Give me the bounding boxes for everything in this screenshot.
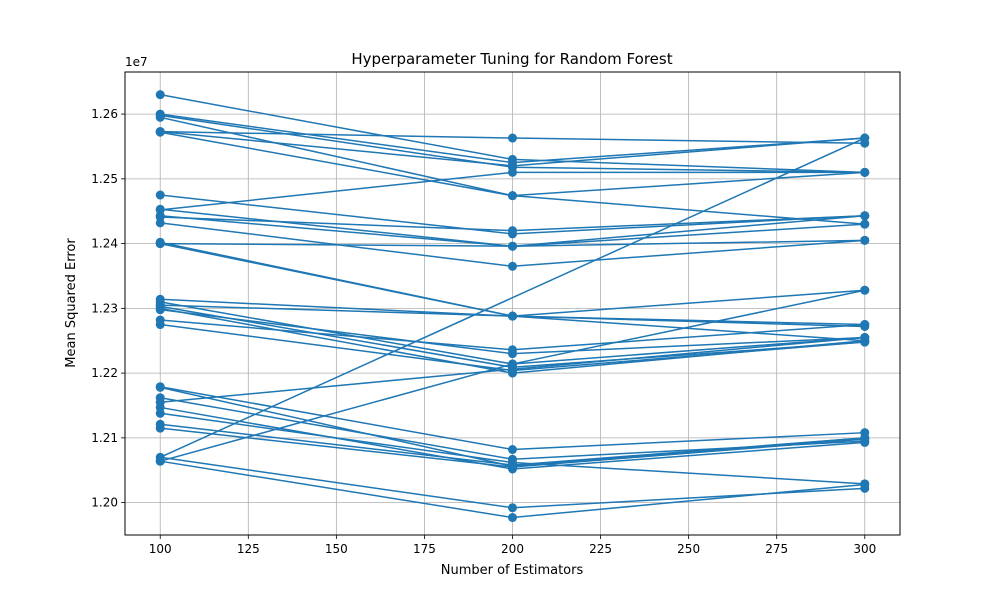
data-point [155, 408, 165, 418]
data-point [860, 211, 870, 221]
x-tick-label: 275 [765, 542, 788, 556]
data-point [860, 138, 870, 148]
data-point [508, 191, 517, 201]
data-point [508, 226, 517, 236]
x-tick-label: 125 [237, 542, 260, 556]
data-point [155, 305, 165, 315]
data-point [155, 90, 165, 100]
data-point [508, 345, 517, 355]
data-point [508, 133, 517, 143]
data-point [508, 311, 517, 321]
x-axis-ticks: 100 125 150 175 200 225 250 275 300 [149, 535, 876, 556]
x-tick-label: 300 [853, 542, 876, 556]
x-tick-label: 175 [413, 542, 436, 556]
y-axis-offset-label: 1e7 [125, 55, 148, 69]
y-tick-label: 1.21 [91, 431, 118, 445]
data-point [860, 332, 870, 342]
y-tick-label: 1.26 [91, 107, 118, 121]
data-points [155, 90, 870, 523]
data-point [860, 167, 870, 177]
cross-line-0 [159, 137, 866, 458]
x-tick-label: 200 [501, 542, 524, 556]
data-point [508, 503, 517, 513]
data-point [508, 513, 517, 523]
data-point [155, 190, 165, 200]
data-point [155, 239, 165, 249]
x-tick-label: 225 [589, 542, 612, 556]
data-point [860, 479, 870, 489]
data-point [508, 462, 517, 472]
y-tick-label: 1.22 [91, 366, 118, 380]
x-tick-label: 250 [677, 542, 700, 556]
y-axis-ticks: 1.20 1.21 1.22 1.23 1.24 1.25 1.26 [91, 107, 125, 510]
y-axis-label: Mean Squared Error [64, 238, 79, 368]
data-point [155, 423, 165, 433]
data-point [860, 320, 870, 330]
data-point [155, 127, 165, 137]
data-point [155, 456, 165, 466]
data-point [155, 218, 165, 228]
data-point [155, 382, 165, 392]
x-axis-label: Number of Estimators [441, 563, 584, 578]
data-point [860, 285, 870, 295]
x-tick-label: 100 [149, 542, 172, 556]
data-point [860, 235, 870, 245]
data-point [860, 434, 870, 444]
data-point [155, 112, 165, 122]
y-tick-label: 1.20 [91, 496, 118, 510]
x-tick-label: 150 [325, 542, 348, 556]
data-point [508, 241, 517, 251]
data-point [508, 261, 517, 271]
data-point [508, 359, 517, 369]
y-tick-label: 1.24 [91, 237, 118, 251]
data-point [508, 445, 517, 455]
y-tick-label: 1.23 [91, 301, 118, 315]
y-tick-label: 1.25 [91, 172, 118, 186]
data-point [155, 320, 165, 330]
data-point [860, 219, 870, 229]
chart-title: Hyperparameter Tuning for Random Forest [351, 50, 672, 68]
data-point [508, 167, 517, 177]
data-point [508, 161, 517, 171]
